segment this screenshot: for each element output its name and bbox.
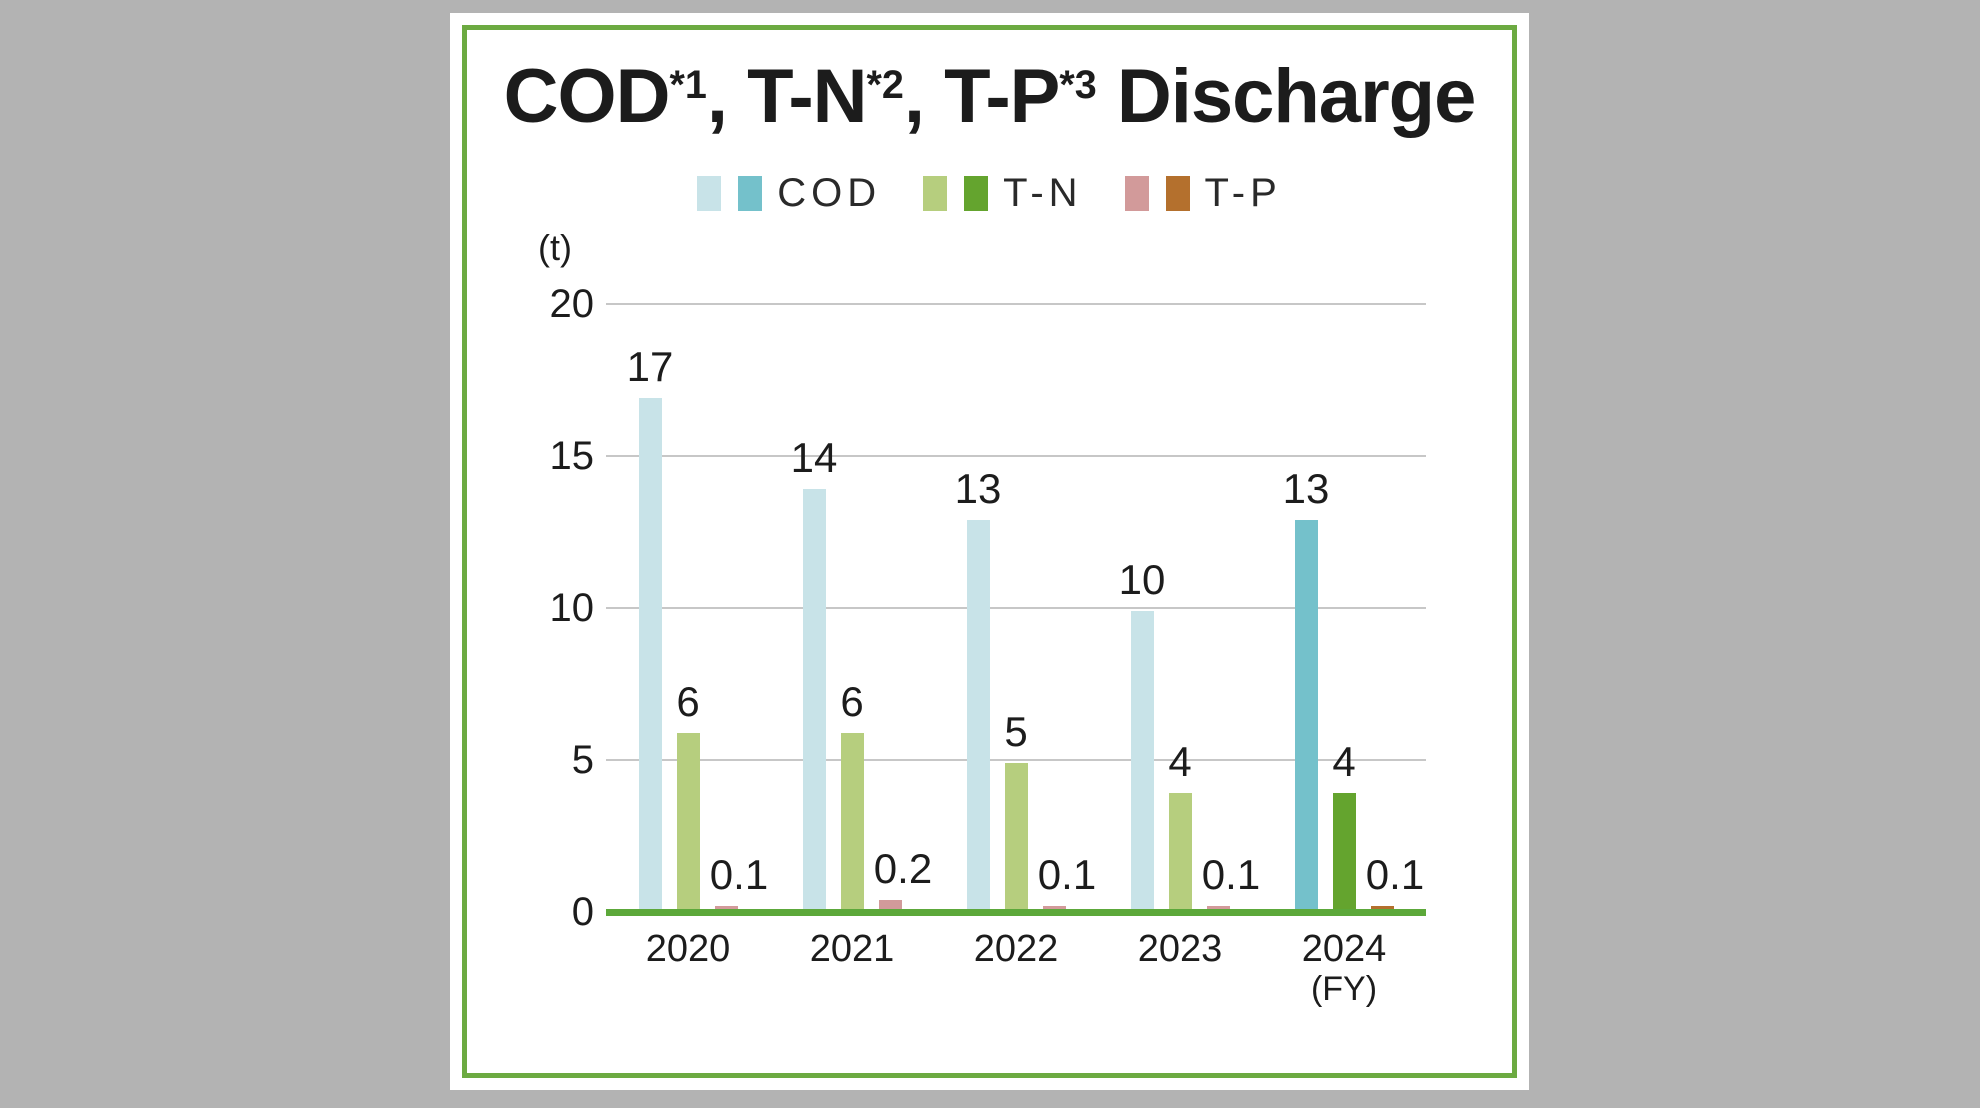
value-label: 4 [1332, 738, 1356, 785]
value-label: 17 [626, 343, 674, 390]
y-axis-tick-label: 20 [549, 282, 595, 326]
bar-cod-2024 [1295, 520, 1318, 915]
bar-tn-2021 [841, 733, 864, 915]
title-text-segment: , T-N [706, 54, 868, 139]
value-label: 14 [790, 434, 838, 481]
chart-legend: COD T-N T-P [450, 171, 1529, 216]
chart-card: COD*1, T-N*2, T-P*3 Discharge COD T-N T-P … [450, 13, 1529, 1090]
legend-item-cod: COD [697, 171, 881, 216]
title-superscript: *3 [1059, 62, 1097, 107]
legend-swatch-light [923, 176, 948, 211]
chart-plot-area: (t) 0 5 10 15 20 17 14 13 10 13 6 6 5 4 4 0.1 0.2 0.1 0.1 0… [450, 13, 1529, 1090]
x-axis-tick-label: 2022 [973, 928, 1059, 970]
x-axis-tick-label: 2021 [809, 928, 895, 970]
legend-swatch-dark [964, 176, 989, 211]
value-label: 4 [1168, 738, 1192, 785]
legend-label: COD [777, 171, 882, 215]
chart-title: COD*1, T-N*2, T-P*3 Discharge [450, 53, 1529, 140]
title-text-segment: Discharge [1096, 54, 1476, 139]
bar-tn-2023 [1169, 793, 1192, 915]
value-label: 0.1 [1037, 851, 1097, 898]
value-label: 0.1 [1365, 851, 1425, 898]
legend-swatch-dark [1165, 176, 1190, 211]
y-axis-tick-label: 15 [549, 434, 595, 478]
legend-item-tp: T-P [1124, 171, 1282, 216]
bar-cod-2022 [967, 520, 990, 915]
title-text-segment: , T-P [903, 54, 1060, 139]
y-axis-tick-label: 5 [571, 738, 594, 782]
value-label: 6 [676, 678, 700, 725]
bar-cod-2021 [803, 489, 826, 915]
gridline-y15 [606, 455, 1426, 457]
value-label: 0.1 [709, 851, 769, 898]
gridline-y10 [606, 607, 1426, 609]
value-label: 13 [954, 465, 1002, 512]
value-label: 5 [1004, 708, 1028, 755]
x-axis-tick-label: 2024 [1301, 928, 1387, 970]
title-text-segment: COD [503, 54, 671, 139]
bar-tn-2020 [677, 733, 700, 915]
value-label: 10 [1118, 556, 1166, 603]
title-superscript: *2 [866, 62, 904, 107]
x-axis-tick-label: 2023 [1137, 928, 1223, 970]
bar-tn-2024 [1333, 793, 1356, 915]
legend-swatch-light [1124, 176, 1149, 211]
legend-item-tn: T-N [923, 171, 1082, 216]
value-label: 13 [1282, 465, 1330, 512]
x-axis-line [606, 909, 1426, 916]
x-axis-tick-label: 2020 [645, 928, 731, 970]
value-label: 0.2 [873, 845, 933, 892]
bar-cod-2023 [1131, 611, 1154, 915]
fiscal-year-note: (FY) [1310, 970, 1378, 1008]
value-label: 0.1 [1201, 851, 1261, 898]
legend-swatch-dark [738, 176, 763, 211]
value-label: 6 [840, 678, 864, 725]
y-axis-tick-label: 10 [549, 586, 595, 630]
bar-tn-2022 [1005, 763, 1028, 915]
bar-cod-2020 [639, 398, 662, 915]
y-axis-unit-label: (t) [538, 227, 572, 268]
y-axis-tick-label: 0 [571, 890, 594, 934]
legend-swatch-light [697, 176, 722, 211]
legend-label: T-P [1204, 171, 1282, 215]
gridline-y20 [606, 303, 1426, 305]
title-superscript: *1 [669, 62, 707, 107]
gridline-y5 [606, 759, 1426, 761]
legend-label: T-N [1003, 171, 1083, 215]
